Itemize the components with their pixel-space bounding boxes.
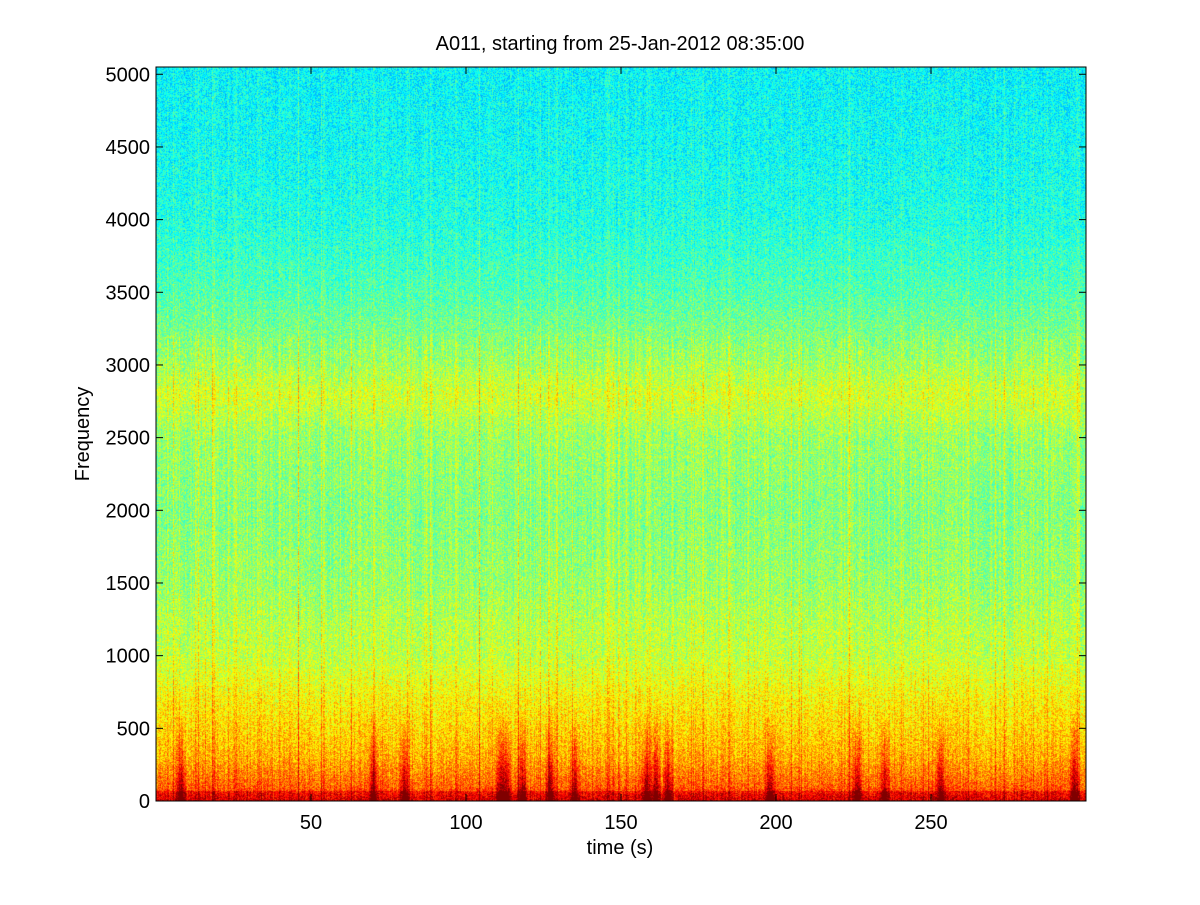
spectrogram-heatmap — [156, 67, 1086, 801]
y-tick-label: 3500 — [106, 282, 151, 304]
x-axis-label: time (s) — [587, 837, 654, 859]
x-tick-label: 50 — [300, 812, 322, 834]
x-tick-label: 150 — [604, 812, 637, 834]
y-tick-label: 2000 — [106, 500, 151, 522]
y-tick-label: 4500 — [106, 137, 151, 159]
y-axis-ticks: 0 500 1000 1500 2000 2500 3000 3500 4000 4500 5000 — [106, 64, 1086, 813]
y-tick-label: 500 — [117, 718, 150, 740]
y-tick-label: 1000 — [106, 646, 151, 668]
spectrogram-image-frame — [156, 67, 1086, 801]
y-tick-label: 0 — [139, 791, 150, 813]
chart-title: A011, starting from 25-Jan-2012 08:35:00 — [436, 33, 805, 55]
x-tick-label: 250 — [914, 812, 947, 834]
x-axis-ticks: 50 100 150 200 250 — [300, 67, 948, 834]
y-axis-label: Frequency — [72, 387, 94, 482]
y-tick-label: 4000 — [106, 210, 151, 232]
y-tick-label: 1500 — [106, 573, 151, 595]
x-tick-label: 200 — [759, 812, 792, 834]
y-tick-label: 3000 — [106, 355, 151, 377]
y-tick-label: 2500 — [106, 428, 151, 450]
y-tick-label: 5000 — [106, 64, 151, 86]
x-tick-label: 100 — [449, 812, 482, 834]
